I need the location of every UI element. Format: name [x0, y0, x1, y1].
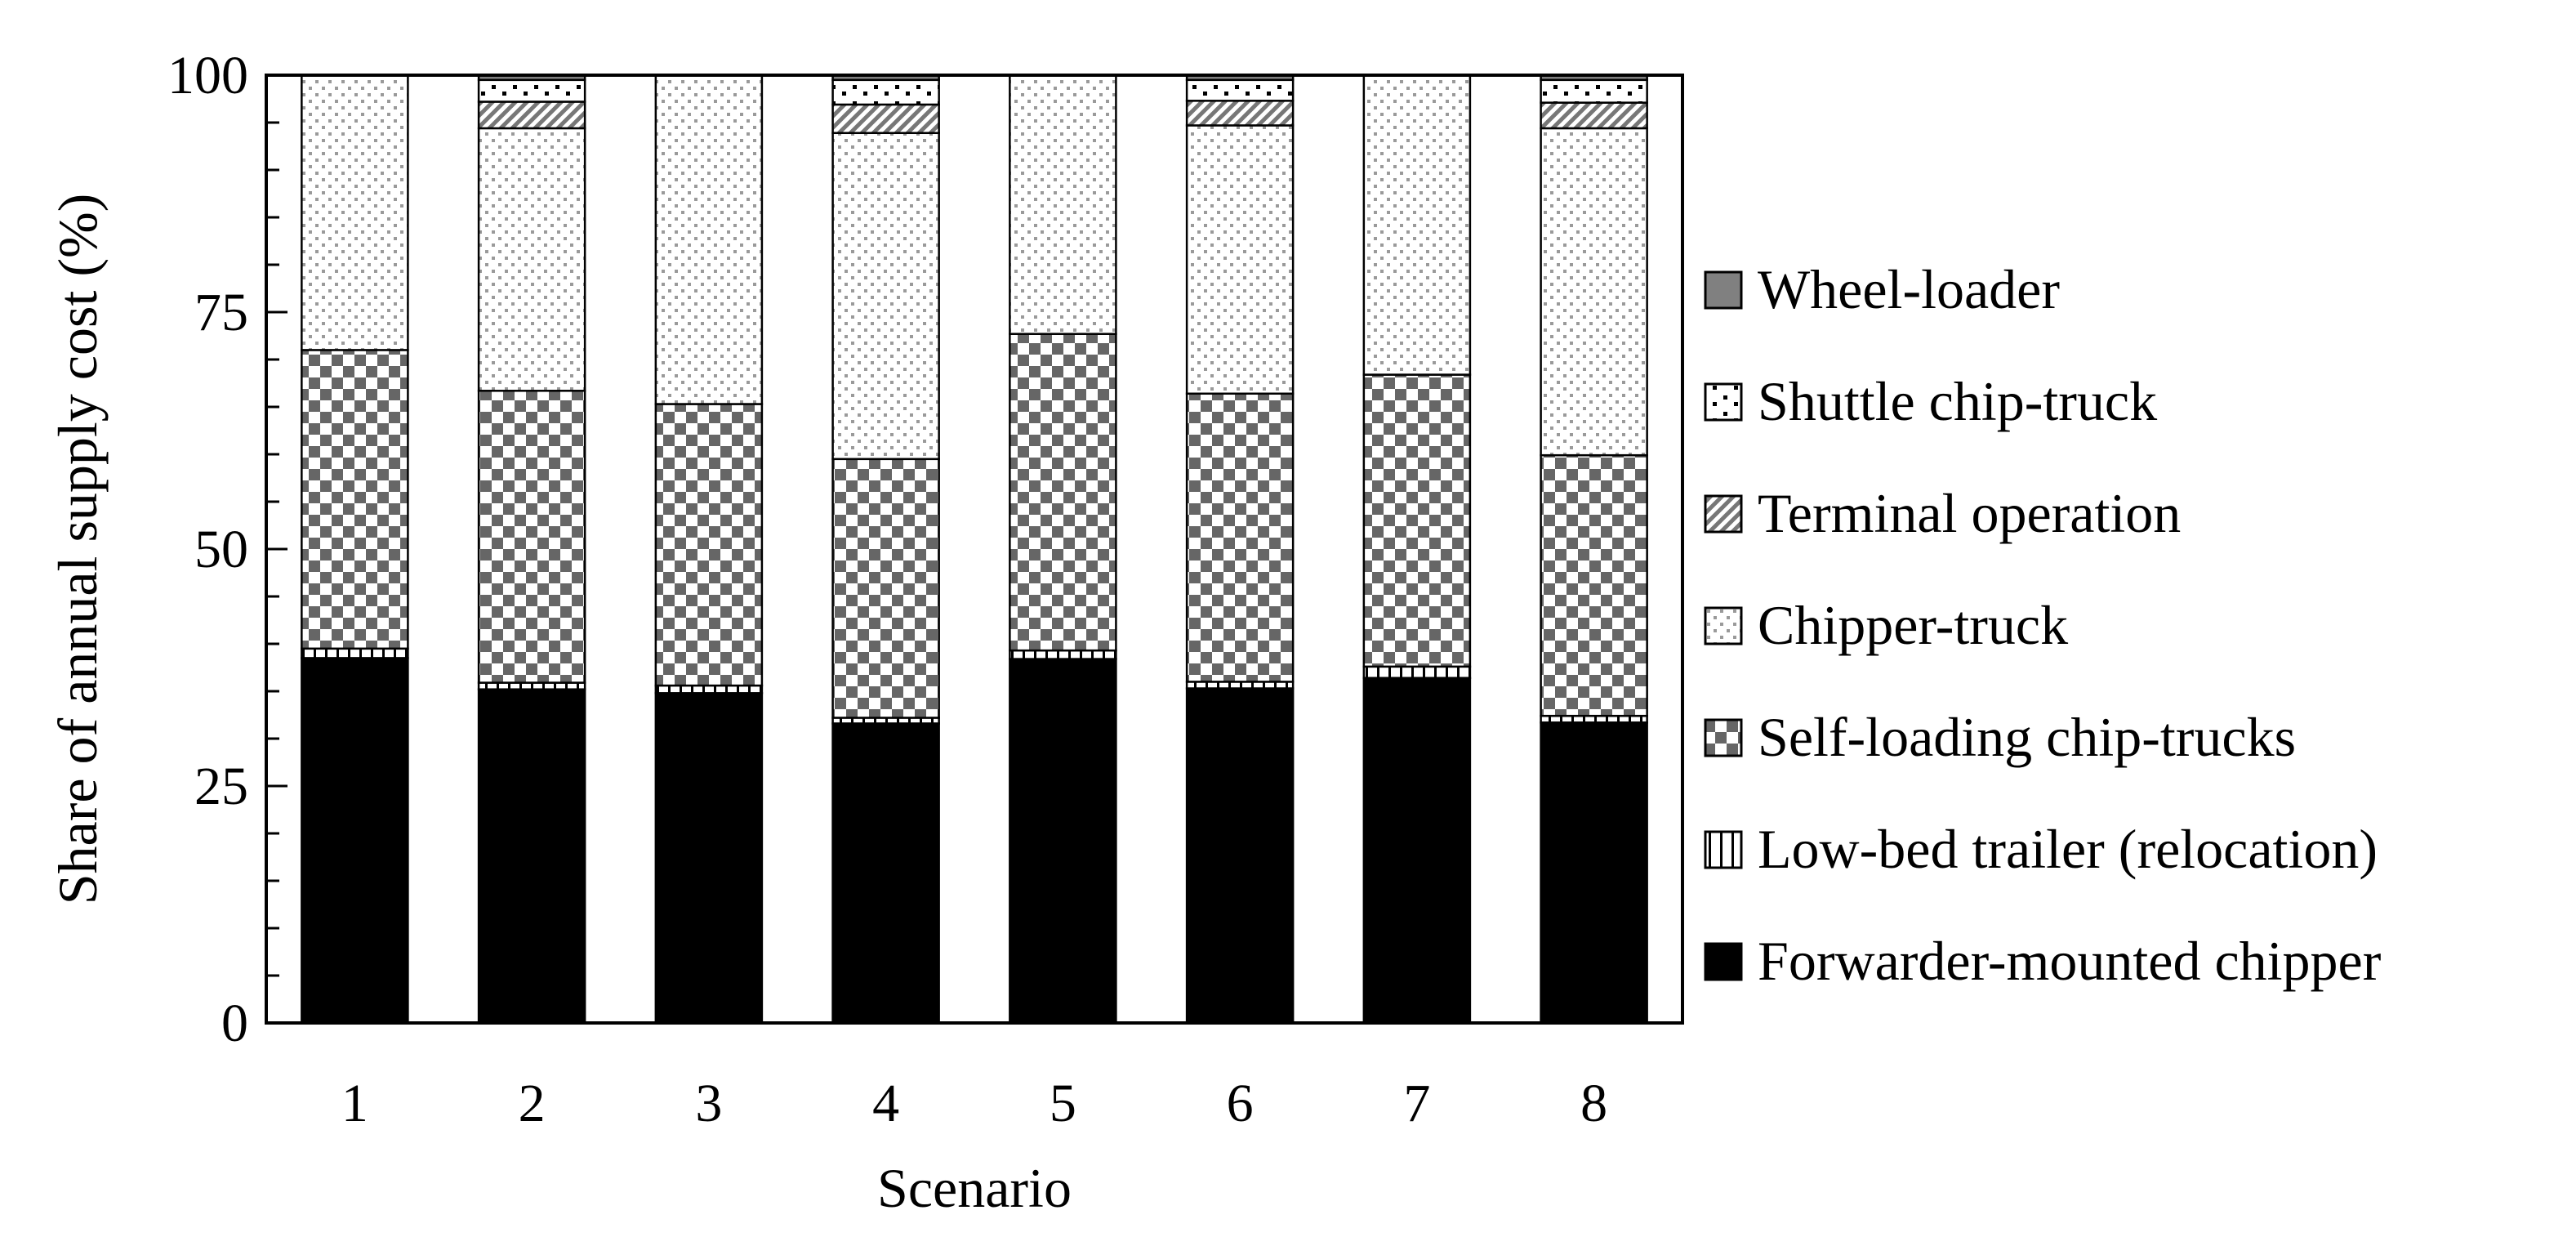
- bar-segment-shuttle-chip-truck-scenario-2: [477, 78, 586, 103]
- bar-segment-forwarder-mounted-chipper-scenario-5: [1009, 658, 1117, 1025]
- bar-segment-terminal-operation-scenario-2: [477, 100, 586, 130]
- bar-segment-self-loading-chip-trucks-scenario-3: [654, 403, 764, 687]
- bar-segment-self-loading-chip-trucks-scenario-7: [1362, 373, 1472, 668]
- bar-segment-self-loading-chip-trucks-scenario-2: [477, 390, 586, 684]
- bar-segment-self-loading-chip-trucks-scenario-1: [301, 349, 409, 650]
- x-tick-label: 7: [1403, 1074, 1430, 1133]
- bar-segment-chipper-truck-scenario-8: [1540, 127, 1648, 457]
- bar-segment-chipper-truck-scenario-7: [1362, 74, 1472, 376]
- legend-swatch-forwarder-mounted-chipper: [1704, 942, 1743, 981]
- bar-segment-forwarder-mounted-chipper-scenario-3: [654, 692, 764, 1025]
- bar-segment-self-loading-chip-trucks-scenario-6: [1185, 392, 1295, 683]
- y-tick-label: 0: [221, 994, 248, 1053]
- x-tick-label: 8: [1580, 1074, 1607, 1133]
- legend-label-wheel-loader: Wheel-loader: [1758, 258, 2060, 320]
- bar-segment-forwarder-mounted-chipper-scenario-7: [1362, 677, 1472, 1025]
- legend-swatch-shuttle-chip-truck: [1704, 382, 1743, 422]
- x-axis-title: Scenario: [877, 1157, 1072, 1219]
- bar-segment-low-bed-trailer-relocation-scenario-5: [1009, 649, 1117, 660]
- legend-swatch-low-bed-trailer-relocation: [1704, 830, 1743, 869]
- y-tick-label: 25: [194, 757, 248, 816]
- bar-segment-shuttle-chip-truck-scenario-4: [831, 78, 940, 106]
- bar-segment-low-bed-trailer-relocation-scenario-3: [654, 684, 764, 694]
- bar-segment-chipper-truck-scenario-6: [1185, 124, 1295, 395]
- legend: Wheel-loader Shuttle chip-truck Terminal o…: [1704, 258, 2382, 992]
- legend-swatch-chipper-truck: [1704, 606, 1743, 645]
- legend-label-shuttle-chip-truck: Shuttle chip-truck: [1758, 370, 2157, 432]
- x-tick-label: 3: [695, 1074, 722, 1133]
- axes-layer: 1 2 3 4 5 6 7 8 0 25 50 75 100 Scenario Share of annua…: [47, 46, 1684, 1219]
- bar-segment-chipper-truck-scenario-2: [477, 127, 586, 392]
- bar-segment-forwarder-mounted-chipper-scenario-4: [831, 722, 940, 1025]
- bar-segment-forwarder-mounted-chipper-scenario-8: [1540, 721, 1648, 1025]
- x-tick-label: 4: [872, 1074, 899, 1133]
- bar-segment-low-bed-trailer-relocation-scenario-7: [1362, 665, 1472, 680]
- y-tick-label: 75: [194, 283, 248, 342]
- bar-segment-self-loading-chip-trucks-scenario-5: [1009, 333, 1117, 652]
- legend-label-forwarder-mounted-chipper: Forwarder-mounted chipper: [1758, 930, 2382, 992]
- bar-segment-self-loading-chip-trucks-scenario-4: [831, 458, 940, 719]
- x-tick-label: 5: [1050, 1074, 1076, 1133]
- y-tick-label: 50: [194, 520, 248, 579]
- legend-label-terminal-operation: Terminal operation: [1758, 482, 2181, 544]
- bar-segment-terminal-operation-scenario-8: [1540, 101, 1648, 130]
- bar-segment-low-bed-trailer-relocation-scenario-1: [301, 647, 409, 659]
- x-tick-label: 2: [519, 1074, 546, 1133]
- bar-segment-chipper-truck-scenario-1: [301, 74, 409, 351]
- x-tick-label: 1: [341, 1074, 368, 1133]
- bar-segment-chipper-truck-scenario-4: [831, 132, 940, 461]
- y-axis-title: Share of annual supply cost (%): [47, 194, 109, 905]
- legend-swatch-self-loading-chip-trucks: [1704, 718, 1743, 757]
- bar-segment-chipper-truck-scenario-5: [1009, 74, 1117, 335]
- legend-swatch-wheel-loader: [1704, 270, 1743, 310]
- bar-segment-terminal-operation-scenario-4: [831, 103, 940, 135]
- bar-segment-shuttle-chip-truck-scenario-6: [1185, 78, 1295, 102]
- y-tick-label: 100: [167, 46, 248, 105]
- legend-label-low-bed-trailer-relocation: Low-bed trailer (relocation): [1758, 818, 2378, 880]
- legend-swatch-terminal-operation: [1704, 494, 1743, 534]
- bar-segment-chipper-truck-scenario-3: [654, 74, 764, 405]
- bars-layer: [301, 74, 1648, 1025]
- bar-segment-terminal-operation-scenario-6: [1185, 100, 1295, 127]
- bar-segment-forwarder-mounted-chipper-scenario-2: [477, 688, 586, 1025]
- legend-label-self-loading-chip-trucks: Self-loading chip-trucks: [1758, 706, 2296, 768]
- bar-segment-forwarder-mounted-chipper-scenario-1: [301, 657, 409, 1025]
- bar-segment-shuttle-chip-truck-scenario-8: [1540, 78, 1648, 104]
- x-tick-label: 6: [1227, 1074, 1254, 1133]
- legend-label-chipper-truck: Chipper-truck: [1758, 594, 2068, 656]
- bar-segment-self-loading-chip-trucks-scenario-8: [1540, 453, 1648, 717]
- bar-segment-forwarder-mounted-chipper-scenario-6: [1185, 687, 1295, 1025]
